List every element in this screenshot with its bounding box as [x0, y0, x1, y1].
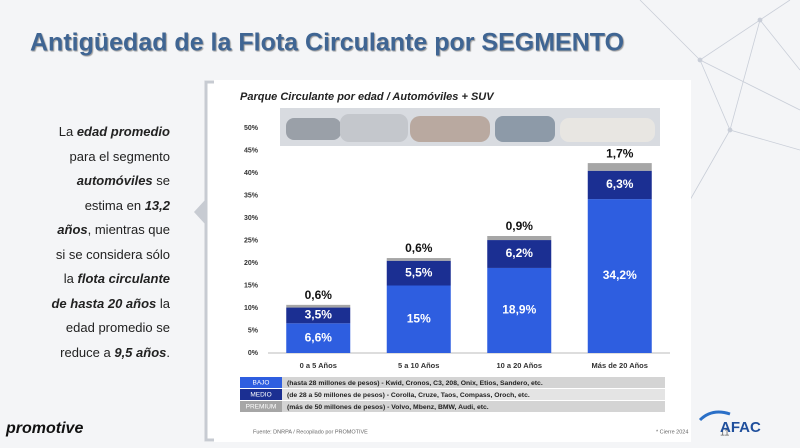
- y-tick-label: 45%: [244, 147, 259, 154]
- network-decoration: [639, 0, 800, 201]
- y-tick-label: 20%: [244, 260, 259, 267]
- source: Fuente: DNRPA / Recopilado por PROMOTIVE: [253, 429, 368, 435]
- paragraph-text: automóviles: [76, 173, 153, 188]
- bar-segment: [587, 163, 652, 171]
- value-label: 0,6%: [305, 288, 333, 302]
- paragraph-text: .: [166, 344, 170, 360]
- value-label: 6,3%: [606, 177, 634, 191]
- bar-segment: [386, 260, 451, 286]
- value-label: 6,6%: [305, 330, 333, 344]
- paragraph-text: la edad promedio se reduce a: [60, 295, 170, 360]
- value-label: 15%: [407, 311, 431, 325]
- paragraph-text: , mientras que si se considera sólo la: [55, 222, 170, 286]
- paragraph: La edad promedio para el segmento automó…: [48, 120, 170, 365]
- x-tick-label: 0 a 5 Años: [300, 361, 337, 370]
- note: * Cierre 2024: [656, 429, 688, 435]
- value-label: 5,5%: [405, 265, 433, 279]
- legend-name: PREMIUM: [246, 404, 277, 411]
- x-tick-label: 5 a 10 Años: [398, 361, 439, 370]
- bracket: [204, 80, 214, 442]
- bar-segment: [286, 307, 351, 324]
- paragraph-text: edad promedio: [76, 124, 170, 139]
- legend-description: (más de 50 millones de pesos) - Volvo, M…: [287, 404, 489, 411]
- page-number: 11: [720, 427, 729, 437]
- value-label: 6,2%: [506, 246, 534, 260]
- partner-swoosh: [698, 410, 731, 422]
- y-tick-label: 5%: [248, 327, 259, 334]
- paragraph-text: se estima en: [84, 173, 170, 213]
- legend-row: [240, 389, 665, 400]
- bar-segment: [286, 304, 351, 308]
- bar-segment: [587, 199, 652, 353]
- paragraph-text: flota circulante de hasta 20 años: [51, 271, 170, 311]
- y-tick-label: 10%: [244, 305, 259, 312]
- x-tick-label: Más de 20 Años: [592, 361, 648, 370]
- y-tick-label: 35%: [244, 192, 259, 199]
- y-tick-label: 40%: [244, 170, 259, 177]
- y-tick-label: 50%: [244, 125, 259, 132]
- bar-segment: [386, 285, 451, 353]
- legend-description: (hasta 28 millones de pesos) - Kwid, Cro…: [287, 380, 543, 387]
- legend-swatch: [240, 401, 282, 412]
- bar-segment: [386, 258, 451, 261]
- legend-swatch: [240, 389, 282, 400]
- legend-swatch: [240, 377, 282, 388]
- chart-title: Parque Circulante por edad / Automóviles…: [240, 91, 495, 103]
- slide-title: Antigüedad de la Flota Circulante por SE…: [30, 29, 624, 57]
- paragraph-text: La: [58, 124, 77, 139]
- y-tick-label: 30%: [244, 215, 259, 222]
- paragraph-text: 9,5 años: [114, 344, 167, 360]
- bar-segment: [587, 170, 652, 200]
- value-label: 18,9%: [502, 303, 536, 317]
- paragraph-text: para el segmento: [69, 148, 170, 164]
- bar-segment: [487, 267, 552, 353]
- value-label: 3,5%: [305, 308, 333, 322]
- legend-row: [240, 377, 665, 388]
- bar-segment: [487, 240, 552, 268]
- value-label: 0,6%: [405, 241, 433, 255]
- bar-segment: [487, 236, 552, 241]
- y-tick-label: 15%: [244, 282, 259, 289]
- paragraph-text: 13,2 años: [57, 197, 170, 238]
- car-photos: [280, 108, 660, 146]
- brand-logo: promotive: [5, 420, 83, 437]
- partner-logo: AFAC: [720, 419, 761, 436]
- value-label: 34,2%: [603, 268, 637, 282]
- legend-row: [240, 401, 665, 412]
- value-label: 1,7%: [606, 146, 634, 160]
- value-label: 0,9%: [506, 219, 534, 233]
- bar-segment: [286, 323, 351, 353]
- legend-name: MEDIO: [250, 392, 271, 399]
- pointer: [194, 200, 205, 224]
- legend-name: BAJO: [253, 380, 270, 387]
- y-tick-label: 25%: [244, 237, 259, 244]
- legend-description: (de 28 a 50 millones de pesos) - Corolla…: [287, 392, 530, 399]
- y-tick-label: 0%: [248, 350, 259, 357]
- x-tick-label: 10 a 20 Años: [496, 361, 542, 370]
